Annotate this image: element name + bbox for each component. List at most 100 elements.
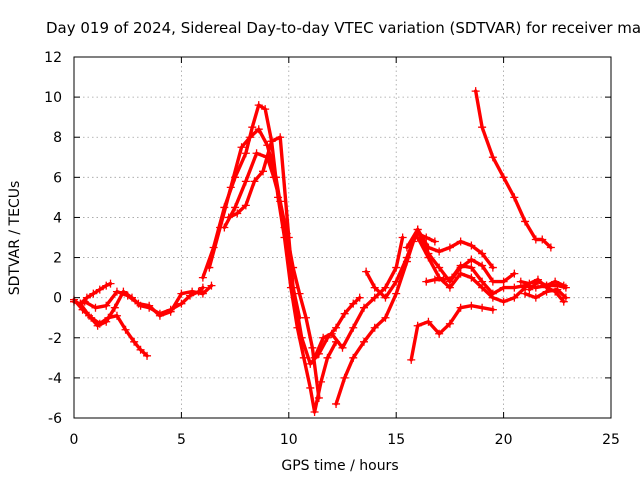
data-point [297,333,306,342]
data-point [93,321,102,330]
data-point [110,303,119,312]
data-point [289,283,298,292]
y-tick-label: -2 [48,331,62,347]
data-point [241,149,250,158]
data-point [130,337,139,346]
data-point [525,285,534,294]
data-point [430,237,439,246]
y-tick-label: 8 [53,130,62,146]
data-point [276,197,285,206]
data-point [413,321,422,330]
data-point [413,233,422,242]
data-point [478,303,487,312]
y-tick-label: 12 [44,50,62,66]
y-tick-label: -4 [48,371,62,387]
series-track-6 [207,127,362,366]
data-point [220,223,229,232]
data-point [533,277,542,286]
data-point [424,317,433,326]
data-point [310,407,319,416]
data-point [310,353,319,362]
data-point [445,319,454,328]
y-tick-label: 0 [53,291,62,307]
data-point [314,393,323,402]
data-point [327,329,336,338]
y-tick-label: 6 [53,170,62,186]
data-point [510,283,519,292]
data-point [259,167,268,176]
data-point [381,283,390,292]
data-point [478,123,487,132]
data-point [516,277,525,286]
data-point [456,269,465,278]
data-point [445,243,454,252]
data-point [102,281,111,290]
y-axis-label: SDTVAR / TECUs [7,181,23,296]
data-point [510,269,519,278]
data-point [392,263,401,272]
data-point [559,281,568,290]
data-point [123,291,132,300]
data-point [295,289,304,298]
data-point [359,337,368,346]
data-point [467,263,476,272]
data-point [250,177,259,186]
x-tick-label: 15 [387,432,405,448]
data-point [166,307,175,316]
data-point [381,293,390,302]
data-point [252,149,261,158]
data-point [143,351,152,360]
data-point [424,253,433,262]
series-track-9 [312,235,405,360]
y-axis: -6 -4 -2 0 2 4 6 8 10 12 [44,50,611,427]
data-point [177,289,186,298]
data-point [91,303,100,312]
data-point [430,275,439,284]
x-axis-label: GPS time / hours [281,458,398,474]
data-point [276,133,285,142]
data-point [381,313,390,322]
x-tick-label: 0 [70,432,79,448]
y-tick-label: 10 [44,90,62,106]
data-point [155,311,164,320]
data-point [559,297,568,306]
data-point [398,233,407,242]
data-point [392,289,401,298]
data-point [370,323,379,332]
data-point [233,209,242,218]
data-point [531,293,540,302]
data-point [488,305,497,314]
data-point [478,261,487,270]
data-point [362,267,371,276]
data-point [478,277,487,286]
data-point [254,125,263,134]
data-point [499,297,508,306]
data-point [349,353,358,362]
data-point [551,277,560,286]
data-point [112,311,121,320]
data-point [370,283,379,292]
data-point [198,273,207,282]
data-point [112,287,121,296]
data-point [106,279,115,288]
data-point [237,143,246,152]
y-tick-label: -6 [48,411,62,427]
data-point [456,303,465,312]
data-point [338,343,347,352]
data-point [306,383,315,392]
data-point [488,263,497,272]
data-point [121,325,130,334]
data-point [521,217,530,226]
data-series [70,87,570,416]
data-point [198,289,207,298]
data-point [488,153,497,162]
data-point [246,133,255,142]
data-point [510,293,519,302]
data-point [102,317,111,326]
data-point [407,355,416,364]
data-point [538,235,547,244]
data-point [359,303,368,312]
data-point [269,173,278,182]
data-point [467,241,476,250]
